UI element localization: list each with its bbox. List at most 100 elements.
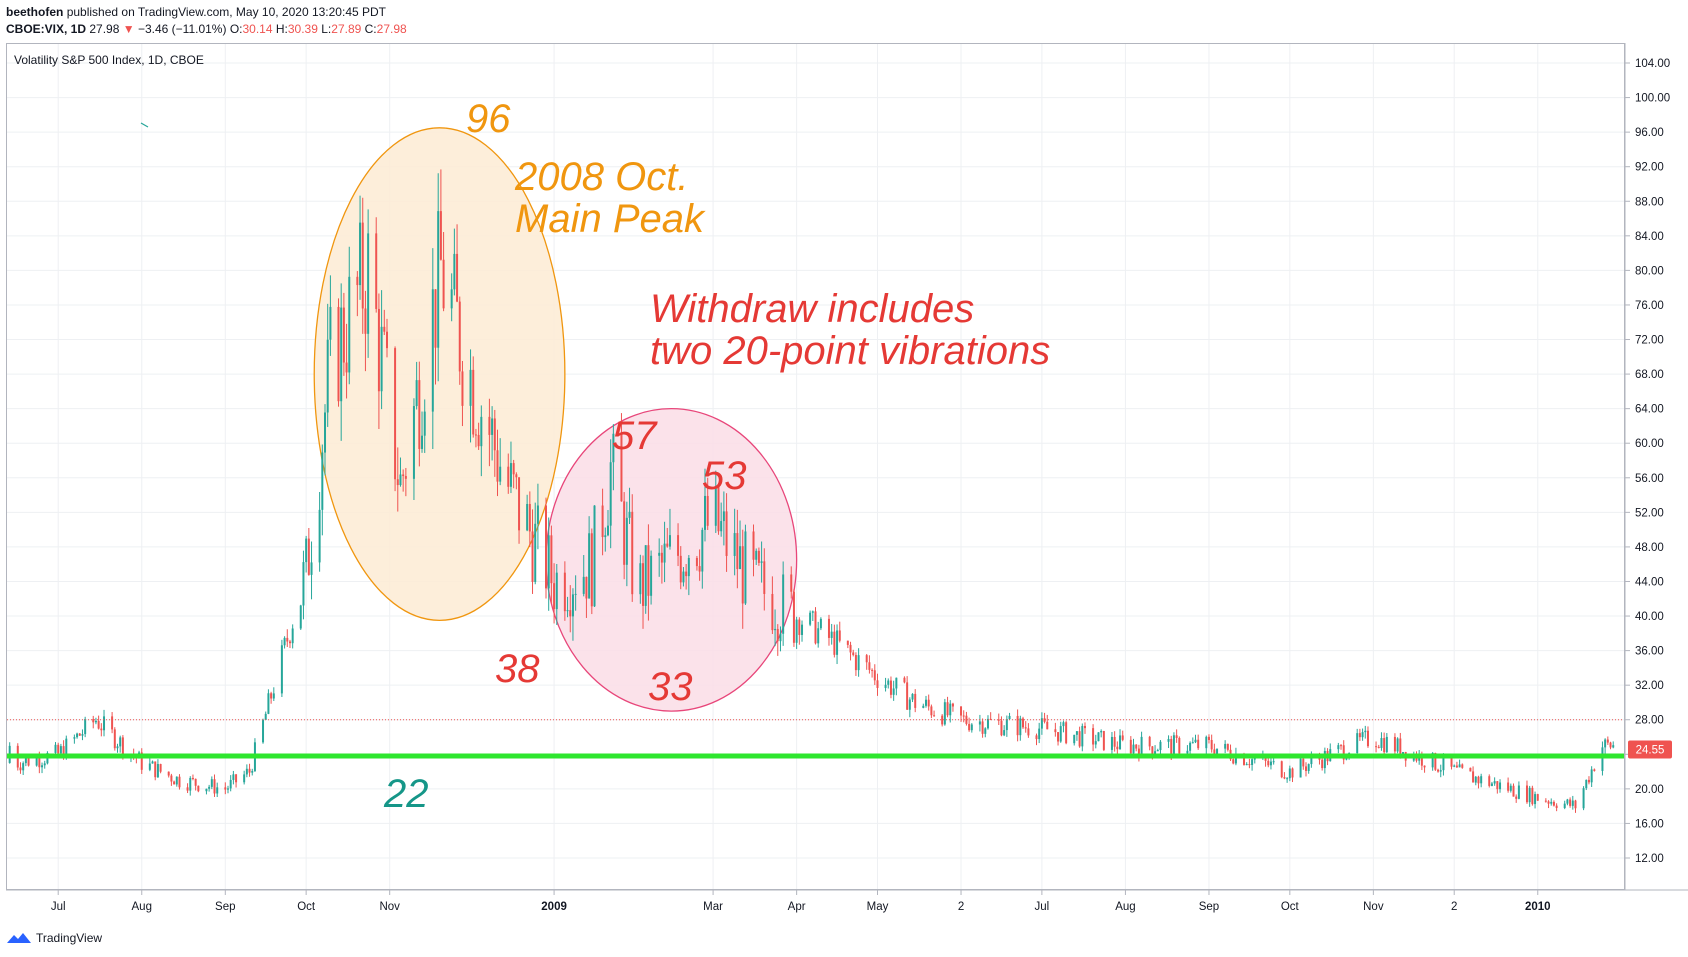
candle-body <box>1544 800 1547 802</box>
candle-body <box>1307 764 1310 771</box>
candle-body <box>1172 735 1175 755</box>
y-tick-label: 36.00 <box>1635 646 1664 658</box>
candle-body <box>1043 718 1046 722</box>
candle-body <box>191 777 194 779</box>
candle-body <box>229 779 232 789</box>
candle-body <box>1393 736 1396 752</box>
candle-body <box>1302 758 1305 767</box>
candle-body <box>887 680 890 685</box>
candle-body <box>19 767 22 771</box>
candle-body <box>968 723 971 731</box>
candle-body <box>450 289 453 309</box>
candle-body <box>701 529 704 572</box>
candle-body <box>321 452 324 510</box>
y-tick-label: 28.00 <box>1635 715 1664 727</box>
candle-body <box>827 618 830 638</box>
x-tick-label: Sep <box>215 901 235 913</box>
candle-body <box>186 787 189 791</box>
candle-body <box>267 693 270 714</box>
time-axis[interactable]: Jul Aug Sep Oct Nov 2009 Mar Apr May 2 Jul Aug Sep Oc… <box>51 890 1551 913</box>
candle-body <box>970 724 973 731</box>
x-tick-label: Aug <box>1115 901 1135 913</box>
candle-body <box>1563 803 1566 808</box>
x-tick-label: Oct <box>297 901 316 913</box>
candle-body <box>989 718 992 720</box>
candle-body <box>367 233 370 334</box>
candle-body <box>1159 741 1162 751</box>
high-value: 30.39 <box>287 22 318 36</box>
candle-body <box>189 777 192 791</box>
candle-body <box>1566 799 1569 804</box>
candle-body <box>571 594 574 617</box>
annotation-38[interactable]: 38 <box>495 647 540 691</box>
annotation-57[interactable]: 57 <box>612 414 657 458</box>
candle-body <box>305 538 308 563</box>
annotation-main-peak[interactable]: 2008 Oct. Main Peak <box>515 155 704 241</box>
candle-body <box>1458 764 1461 768</box>
candle-body <box>262 719 265 743</box>
candle-body <box>563 572 566 612</box>
candle-body <box>1016 715 1019 736</box>
candle-body <box>1439 770 1442 772</box>
low-label: L: <box>321 22 332 36</box>
candle-body <box>310 562 313 575</box>
annotation-96[interactable]: 96 <box>466 97 511 141</box>
candle-body <box>892 688 895 695</box>
candle-body <box>1552 801 1555 806</box>
candle-body <box>663 543 666 563</box>
candle-body <box>1593 769 1596 771</box>
candle-body <box>1604 739 1607 748</box>
candle-body <box>739 546 742 570</box>
annotation-withdraw[interactable]: Withdraw includes two 20-point vibration… <box>650 287 1051 373</box>
x-tick-label: Mar <box>703 901 723 913</box>
candle-body <box>1280 761 1283 778</box>
candle-body <box>1008 715 1011 720</box>
candle-body <box>499 466 502 482</box>
candle-body <box>1531 787 1534 805</box>
candle-body <box>1472 771 1475 783</box>
candle-body <box>1488 776 1491 786</box>
candle-body <box>1528 787 1531 803</box>
annotation-33[interactable]: 33 <box>648 665 693 709</box>
tradingview-brand[interactable]: TradingView <box>6 931 102 945</box>
candle-body <box>1480 776 1483 784</box>
small-trend-line[interactable] <box>140 122 149 128</box>
candle-body <box>518 477 521 531</box>
candle-body <box>871 669 874 671</box>
candle-body <box>1027 728 1030 736</box>
author-name[interactable]: beethofen <box>6 5 64 19</box>
candle-body <box>377 308 380 392</box>
candle-body <box>930 706 933 716</box>
candle-body <box>1337 745 1340 750</box>
candle-body <box>679 555 682 583</box>
candle-body <box>100 728 103 731</box>
candle-body <box>291 628 294 644</box>
x-tick-label: Oct <box>1281 901 1300 913</box>
candle-body <box>453 253 456 290</box>
annotation-22[interactable]: 22 <box>384 772 429 816</box>
candle-body <box>1434 753 1437 770</box>
candle-body <box>1000 720 1003 736</box>
candle-body <box>924 699 927 706</box>
high-label: H: <box>275 22 288 36</box>
candle-body <box>733 533 736 556</box>
candle-body <box>65 738 68 759</box>
candle-body <box>1148 736 1151 747</box>
candle-body <box>1224 743 1227 749</box>
candle-body <box>682 571 685 583</box>
candle-body <box>790 574 793 592</box>
candle-body <box>167 771 170 776</box>
candle-body <box>1151 746 1154 755</box>
candle-body <box>650 555 653 596</box>
candle-body <box>601 505 604 538</box>
candle-body <box>491 418 494 435</box>
annotation-53[interactable]: 53 <box>702 454 747 498</box>
candle-body <box>884 684 887 688</box>
candle-body <box>1207 736 1210 740</box>
candle-body <box>1515 796 1518 799</box>
price-axis[interactable]: 104.00 100.00 96.00 92.00 88.00 84.00 80.00 76.… <box>1625 58 1670 865</box>
candle-body <box>1283 777 1286 779</box>
candle-body <box>960 706 963 716</box>
candle-body <box>1364 730 1367 733</box>
